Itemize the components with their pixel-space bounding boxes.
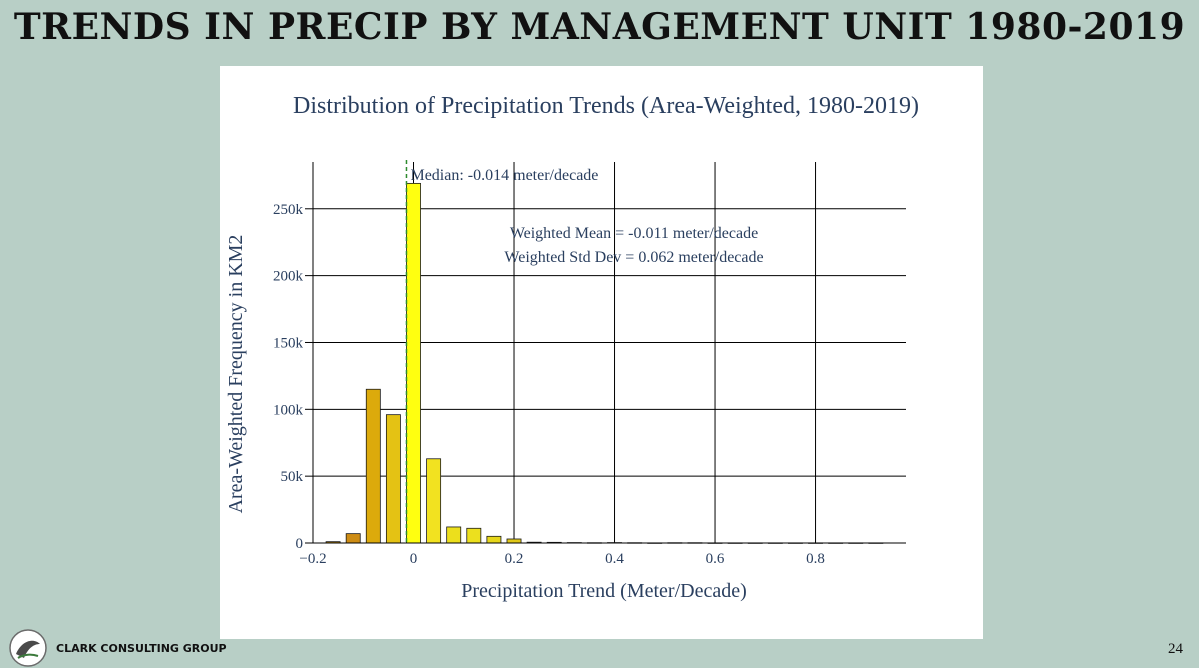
histogram-bar xyxy=(426,458,442,544)
y-tick-label: 0 xyxy=(296,536,304,552)
chart-panel: Distribution of Precipitation Trends (Ar… xyxy=(220,66,983,639)
annotation-weighted-std: Weighted Std Dev = 0.062 meter/decade xyxy=(504,249,763,266)
y-tick-label: 200k xyxy=(273,269,304,285)
x-axis-title: Precipitation Trend (Meter/Decade) xyxy=(461,580,746,602)
y-tick-label: 100k xyxy=(273,402,304,418)
histogram-bar xyxy=(345,533,361,544)
y-tick-label: 150k xyxy=(273,335,304,351)
histogram-bar xyxy=(446,526,462,544)
x-tick-label: 0.6 xyxy=(706,551,725,567)
page-number: 24 xyxy=(1168,641,1183,657)
x-tick-label: −0.2 xyxy=(299,551,326,567)
histogram-bar xyxy=(506,538,522,544)
median-marker: Median: -0.014 meter/decade xyxy=(405,160,598,543)
company-name: CLARK CONSULTING GROUP xyxy=(56,642,227,655)
x-tick-label: 0.8 xyxy=(806,551,825,567)
company-logo xyxy=(9,629,47,667)
histogram-bar xyxy=(466,527,482,544)
chart-title: Distribution of Precipitation Trends (Ar… xyxy=(293,93,919,119)
histogram-bar xyxy=(486,535,502,544)
y-tick-label: 250k xyxy=(273,202,304,218)
grid-lines xyxy=(312,162,906,543)
x-tick-label: 0.2 xyxy=(505,551,524,567)
histogram-bar xyxy=(385,414,401,544)
histogram-bars xyxy=(325,182,884,544)
annotation-weighted-mean: Weighted Mean = -0.011 meter/decade xyxy=(510,225,758,242)
histogram-bar xyxy=(365,388,381,544)
histogram-bar xyxy=(406,182,421,544)
y-axis-title: Area-Weighted Frequency in KM2 xyxy=(225,235,247,514)
x-tick-label: 0 xyxy=(410,551,418,567)
x-tick-label: 0.4 xyxy=(605,551,624,567)
median-label: Median: -0.014 meter/decade xyxy=(410,167,598,184)
slide-title: TRENDS IN PRECIP BY MANAGEMENT UNIT 1980… xyxy=(13,6,1186,48)
y-tick-label: 50k xyxy=(281,469,304,485)
histogram-chart: Distribution of Precipitation Trends (Ar… xyxy=(225,93,919,602)
